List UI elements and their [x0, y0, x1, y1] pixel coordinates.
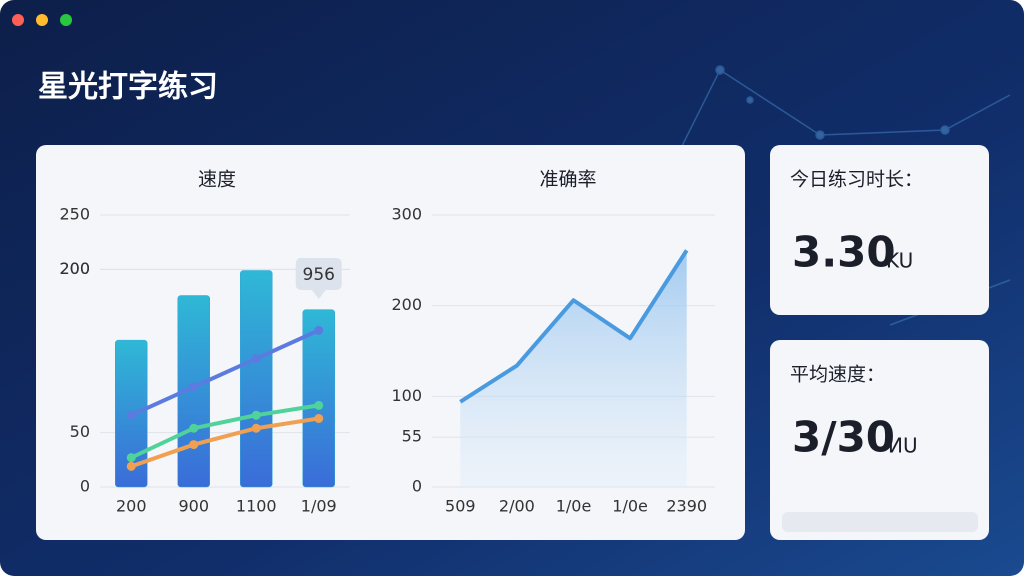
card-value: 3/30 [792, 413, 895, 462]
y-tick-label: 200 [59, 259, 90, 278]
area [460, 250, 687, 487]
line-point [251, 410, 261, 420]
maximize-button[interactable] [60, 14, 72, 26]
close-button[interactable] [12, 14, 24, 26]
x-tick-label: 1/09 [301, 497, 337, 516]
card-footer [782, 512, 978, 532]
y-tick-label: 300 [391, 205, 422, 224]
bar [240, 270, 273, 488]
x-tick-label: 2390 [666, 497, 707, 516]
line-point [251, 423, 261, 433]
line-series [129, 403, 321, 460]
x-tick-label: 1100 [236, 497, 277, 516]
x-tick-label: 2/00 [499, 497, 535, 516]
stat-card [770, 340, 989, 540]
x-tick-label: 900 [178, 497, 209, 516]
y-tick-label: 250 [59, 205, 90, 224]
line-point [189, 423, 199, 433]
line-point [314, 325, 324, 335]
x-tick-label: 509 [445, 497, 476, 516]
line-point [314, 413, 324, 423]
y-tick-label: 200 [391, 295, 422, 314]
line-point [251, 354, 261, 364]
card-label: 今日练习时长： [790, 169, 923, 191]
line-point [126, 461, 136, 471]
y-tick-label: 200 [59, 259, 90, 278]
tooltip [295, 258, 342, 290]
tooltip-text: 956 [303, 265, 335, 285]
line-point [314, 400, 324, 410]
line-series [129, 416, 321, 469]
y-tick-label: 50 [70, 422, 90, 441]
card-label: 平均速度： [790, 364, 885, 386]
area-line [459, 249, 689, 404]
line-point [189, 440, 199, 450]
stat-card [770, 145, 989, 315]
chart-title: 速度 [198, 169, 236, 191]
card-unit: ИU [888, 434, 918, 458]
card-unit: KU [886, 249, 913, 273]
line-point [126, 410, 136, 420]
x-tick-label: 200 [116, 497, 147, 516]
minimize-button[interactable] [36, 14, 48, 26]
bar [302, 309, 335, 488]
x-tick-label: 1/0e [612, 497, 648, 516]
chart-title: 准确率 [539, 169, 596, 191]
y-tick-label: 100 [391, 386, 422, 405]
tooltip-pointer [311, 290, 326, 299]
app-title: 星光打字练习 [38, 70, 218, 105]
line-point [126, 453, 136, 463]
y-tick-label: 0 [80, 477, 90, 496]
card-value: 3.30 [792, 228, 896, 277]
line-series [129, 328, 321, 418]
x-tick-label: 1/0e [556, 497, 592, 516]
line-point [189, 382, 199, 392]
y-tick-label: 55 [402, 427, 422, 446]
y-tick-label: 0 [412, 477, 422, 496]
